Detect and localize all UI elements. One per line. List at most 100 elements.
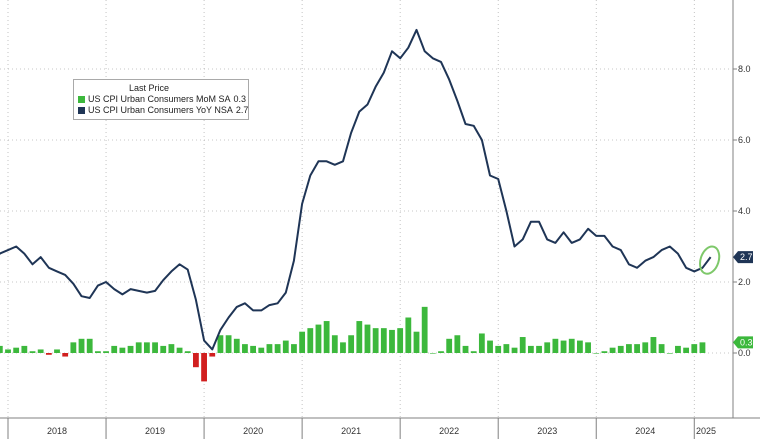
y-tick-label: 4.0	[738, 206, 751, 216]
mom-bar	[609, 347, 616, 353]
mom-bar	[666, 353, 673, 354]
mom-bar	[0, 345, 3, 353]
last-value-tag	[733, 336, 753, 349]
mom-bar	[405, 317, 412, 353]
mom-bar	[103, 351, 109, 353]
mom-bar	[143, 342, 150, 353]
mom-bar	[193, 353, 199, 368]
mom-bar	[413, 331, 420, 353]
y-tick-label: 8.0	[738, 64, 751, 74]
mom-bar	[201, 353, 207, 382]
legend: Last Price US CPI Urban Consumers MoM SA…	[73, 79, 249, 120]
mom-bar	[307, 328, 314, 353]
last-value-tag	[733, 251, 753, 264]
mom-bar	[658, 344, 665, 353]
mom-bar	[397, 328, 404, 353]
mom-bar	[626, 344, 632, 353]
mom-bar	[13, 347, 20, 353]
legend-entry-yoy: US CPI Urban Consumers YoY NSA 2.7	[78, 105, 248, 115]
y-tick-label: 0.0	[738, 348, 751, 358]
mom-bar	[111, 345, 118, 353]
mom-bar	[70, 342, 77, 353]
mom-bar	[299, 331, 306, 353]
mom-bar	[568, 338, 575, 353]
mom-bar	[699, 342, 706, 353]
mom-bar	[135, 342, 142, 353]
mom-bar	[331, 335, 338, 353]
mom-bar	[617, 345, 624, 353]
legend-label-yoy: US CPI Urban Consumers YoY NSA	[88, 105, 233, 115]
mom-bar	[495, 345, 502, 353]
mom-bar	[577, 340, 583, 353]
mom-bar	[348, 335, 355, 353]
mom-bar	[478, 333, 485, 353]
mom-bar	[642, 342, 649, 353]
x-tick-label: 2021	[341, 426, 361, 436]
mom-bar	[462, 345, 469, 353]
legend-value-mom: 0.3	[233, 94, 247, 104]
mom-bar	[438, 351, 444, 353]
mom-bar	[356, 321, 363, 353]
mom-bar	[250, 345, 256, 353]
y-tick-label: 6.0	[738, 135, 751, 145]
mom-bar	[217, 335, 224, 353]
mom-bar	[5, 349, 11, 353]
mom-bar	[340, 342, 346, 353]
mom-bar	[536, 345, 542, 353]
y-tick-label: 2.0	[738, 277, 751, 287]
mom-bar	[503, 344, 510, 353]
mom-bar	[519, 337, 526, 353]
mom-bar	[323, 321, 330, 353]
mom-bar	[78, 338, 85, 353]
last-value-label: 0.3	[740, 337, 753, 347]
mom-bar	[29, 351, 36, 353]
mom-bar	[372, 328, 379, 353]
yoy-line	[0, 28, 712, 351]
mom-bar	[160, 345, 167, 353]
mom-bar	[94, 351, 101, 353]
mom-bar	[225, 335, 232, 353]
mom-bar	[152, 342, 158, 353]
legend-swatch-yoy	[78, 107, 85, 114]
mom-bar	[650, 337, 657, 353]
legend-value-yoy: 2.7	[235, 105, 249, 115]
x-tick-label: 2022	[439, 426, 459, 436]
mom-bar	[45, 353, 52, 355]
x-tick-label: 2024	[635, 426, 655, 436]
x-tick-label: 2019	[145, 426, 165, 436]
mom-bar	[364, 324, 371, 353]
mom-bar	[282, 340, 289, 353]
mom-bar	[511, 347, 518, 353]
mom-bar	[176, 347, 183, 353]
x-tick-label: 2020	[243, 426, 263, 436]
mom-bar	[119, 347, 126, 353]
mom-bar	[560, 340, 567, 353]
x-tick-label: 2025	[696, 426, 716, 436]
mom-bar	[242, 344, 248, 353]
legend-label-mom: US CPI Urban Consumers MoM SA	[88, 94, 231, 104]
mom-bar	[593, 353, 600, 354]
mom-bar	[601, 351, 608, 353]
mom-bar	[54, 349, 60, 353]
highlight-circle	[699, 245, 721, 275]
mom-bar	[21, 345, 28, 353]
mom-bar	[291, 344, 297, 353]
mom-bar	[184, 351, 191, 353]
legend-title: Last Price	[128, 83, 170, 93]
mom-bar	[168, 344, 175, 353]
x-tick-label: 2023	[537, 426, 557, 436]
mom-bar	[691, 344, 698, 353]
mom-bar	[127, 345, 134, 353]
mom-bar	[258, 347, 265, 353]
mom-bar	[675, 345, 681, 353]
mom-bar	[233, 338, 240, 353]
mom-bar	[683, 347, 690, 353]
mom-bar	[37, 349, 44, 353]
mom-bar	[86, 338, 93, 353]
mom-bar	[487, 340, 493, 353]
mom-bar	[62, 353, 69, 357]
legend-swatch-mom	[78, 96, 85, 103]
mom-bar	[315, 324, 322, 353]
mom-bar	[209, 353, 216, 357]
